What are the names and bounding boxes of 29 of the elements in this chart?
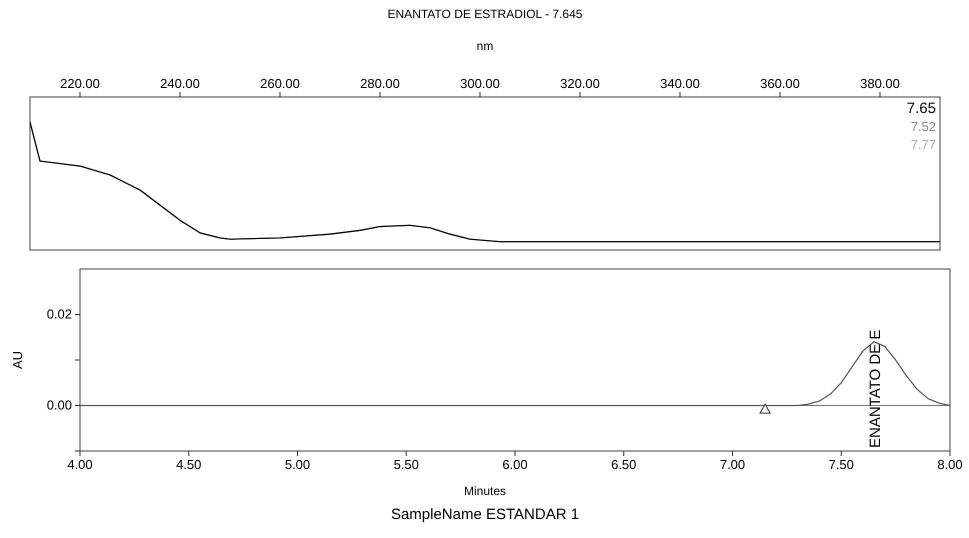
x-tick-label: 220.00 [60, 76, 100, 91]
x-tick-label: 4.00 [67, 457, 93, 472]
text: SampleName ESTANDAR 1 [390, 506, 580, 523]
annotation: ENANTATO DE E [866, 330, 884, 448]
chart-title: ENANTATO DE ESTRADIOL - 7.645 [388, 7, 583, 21]
x-axis-title: Minutes [464, 484, 506, 498]
x-tick-label: 7.50 [828, 457, 854, 472]
y-axis-title: AU [10, 350, 25, 370]
x-tick-label: 6.00 [502, 457, 528, 472]
x-tick-label: 340.00 [660, 76, 700, 91]
x-tick-label: 380.00 [860, 76, 900, 91]
text: 7.52 [910, 119, 936, 134]
x-tick-label: 5.50 [394, 457, 419, 472]
x-tick-label: 300.00 [460, 76, 500, 91]
text: 7.77 [910, 137, 936, 152]
x-tick-label: 320.00 [560, 76, 600, 91]
x-tick-label: 6.50 [611, 457, 636, 472]
y-tick-label: 0.00 [46, 398, 72, 412]
x-tick-label: 4.50 [176, 457, 202, 472]
x-tick-label: 280.00 [360, 76, 400, 91]
text: 7.65 [906, 100, 936, 117]
x-tick-label: 7.00 [720, 457, 746, 472]
x-tick-label: 8.00 [937, 457, 963, 472]
x-tick-label: 360.00 [760, 76, 800, 91]
y-tick-label: 0.02 [46, 306, 72, 322]
x-tick-label: 240.00 [160, 76, 200, 91]
x-axis-title: nm [476, 39, 494, 53]
x-tick-label: 260.00 [260, 76, 300, 91]
x-tick-label: 5.00 [284, 457, 310, 472]
